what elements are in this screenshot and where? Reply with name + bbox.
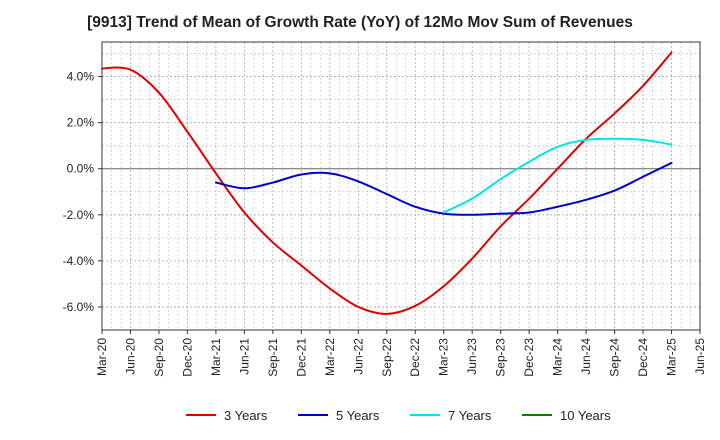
y-tick-labels: 4.0% 2.0% 0.0% -2.0% -4.0% -6.0%	[63, 70, 95, 314]
x-tick-label: Dec-20	[180, 338, 194, 377]
grid-layer	[101, 42, 701, 331]
x-tick-label: Mar-23	[437, 338, 451, 376]
x-tick-label: Sep-24	[608, 338, 622, 377]
series-line-7-years	[442, 137, 673, 214]
legend-label: 3 Years	[224, 408, 268, 423]
legend-label: 10 Years	[560, 408, 611, 423]
x-tick-label: Mar-20	[95, 338, 109, 376]
x-tick-label: Mar-25	[665, 338, 679, 376]
x-tick-label: Mar-22	[323, 338, 337, 376]
x-tick-label: Mar-24	[551, 338, 565, 376]
x-tick-label: Sep-22	[380, 338, 394, 377]
x-tick-label: Jun-24	[579, 338, 593, 375]
x-tick-label: Jun-20	[123, 338, 137, 375]
series-layer	[101, 51, 673, 315]
axes-layer	[98, 41, 701, 334]
x-tick-label: Dec-24	[636, 338, 650, 377]
x-tick-label: Dec-21	[294, 338, 308, 377]
x-tick-label: Jun-23	[465, 338, 479, 375]
x-tick-label: Dec-23	[522, 338, 536, 377]
x-tick-label: Sep-21	[266, 338, 280, 377]
x-tick-labels: Mar-20 Jun-20 Sep-20 Dec-20 Mar-21 Jun-21 Sep-…	[95, 338, 707, 377]
x-tick-label: Sep-20	[152, 338, 166, 377]
x-tick-label: Jun-22	[351, 338, 365, 375]
legend-label: 7 Years	[448, 408, 492, 423]
legend-label: 5 Years	[336, 408, 380, 423]
x-tick-label: Dec-22	[408, 338, 422, 377]
x-tick-label: Jun-25	[693, 338, 707, 375]
x-tick-label: Mar-21	[209, 338, 223, 376]
y-tick-label: -6.0%	[63, 300, 95, 314]
y-tick-label: 2.0%	[67, 116, 95, 130]
series-line-5-years	[214, 161, 673, 216]
x-tick-label: Jun-21	[237, 338, 251, 375]
chart-title: [9913] Trend of Mean of Growth Rate (YoY…	[87, 14, 633, 31]
x-tick-label: Sep-23	[494, 338, 508, 377]
y-tick-label: 4.0%	[67, 70, 95, 84]
legend: 3 Years 5 Years 7 Years 10 Years	[186, 408, 611, 423]
y-tick-label: -4.0%	[63, 254, 95, 268]
y-tick-label: -2.0%	[63, 208, 95, 222]
y-tick-label: 0.0%	[67, 162, 95, 176]
plot-frame	[101, 41, 701, 331]
series-line-3-years	[101, 51, 673, 315]
